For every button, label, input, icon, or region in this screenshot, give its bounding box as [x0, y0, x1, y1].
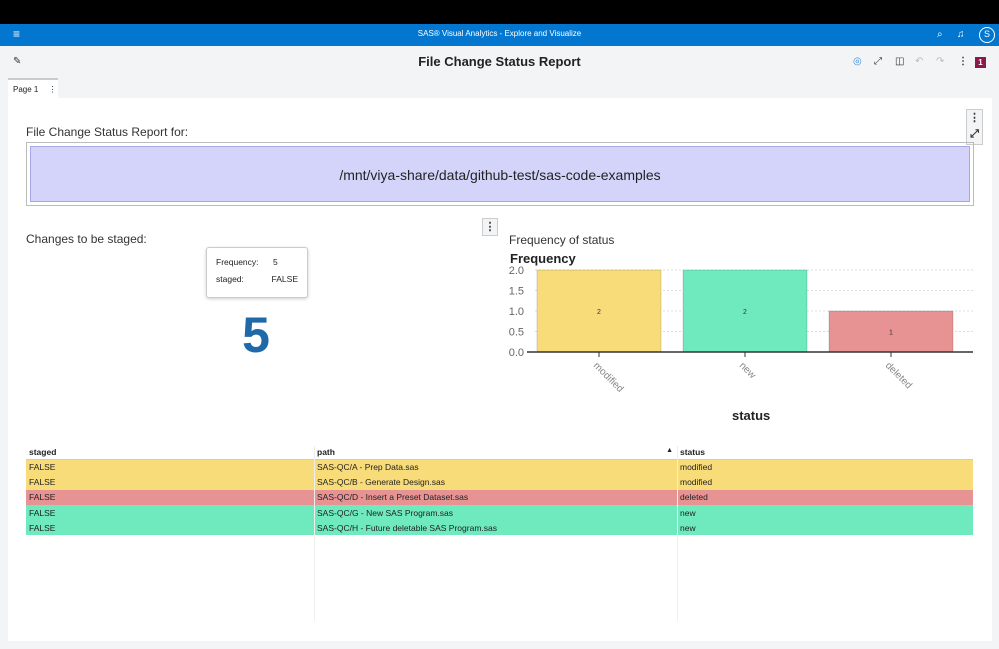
- notification-badge[interactable]: 1: [975, 57, 986, 68]
- chart-title: Frequency of status: [509, 233, 615, 247]
- tooltip-value: 5: [273, 257, 278, 267]
- data-label: 2: [743, 309, 747, 316]
- column-header-status[interactable]: status: [677, 446, 973, 460]
- cell-staged: FALSE: [29, 522, 56, 533]
- tab-menu-icon[interactable]: ⋮: [48, 85, 57, 94]
- path-text: /mnt/viya-share/data/github-test/sas-cod…: [30, 146, 970, 202]
- y-axis-label: Frequency: [510, 251, 576, 266]
- report-title: File Change Status Report: [418, 54, 581, 69]
- table-row[interactable]: FALSE SAS-QC/G - New SAS Program.sas new: [26, 504, 973, 521]
- more-options-icon[interactable]: ⋮: [958, 56, 968, 67]
- bell-icon[interactable]: ♫: [957, 29, 965, 40]
- y-tick-label: 1.0: [509, 306, 524, 318]
- redo-icon[interactable]: ↷: [936, 56, 945, 67]
- kebab-icon[interactable]: ⋮: [969, 112, 980, 124]
- tooltip-value: FALSE: [271, 274, 298, 284]
- data-label: 2: [597, 309, 601, 316]
- path-text-object: /mnt/viya-share/data/github-test/sas-cod…: [26, 142, 974, 206]
- table-row[interactable]: FALSE SAS-QC/B - Generate Design.sas modif…: [26, 474, 973, 490]
- info-icon[interactable]: ◎: [853, 56, 862, 67]
- cell-status: deleted: [680, 492, 708, 503]
- maximize-icon[interactable]: ⤢: [874, 56, 882, 67]
- undo-icon[interactable]: ↶: [915, 56, 924, 67]
- y-tick-label: 0.5: [509, 327, 524, 339]
- cell-staged: FALSE: [29, 492, 56, 503]
- table-row[interactable]: FALSE SAS-QC/H - Future deletable SAS Pro…: [26, 520, 973, 536]
- x-tick-label: modified: [591, 360, 626, 395]
- y-tick-label: 1.5: [509, 286, 524, 298]
- tooltip-key: Frequency:: [216, 257, 259, 267]
- app-title: SAS® Visual Analytics - Explore and Visu…: [417, 29, 582, 38]
- tab-label: Page 1: [13, 85, 39, 94]
- object-menu[interactable]: ⋮ ⤢: [966, 109, 983, 145]
- bar-modified[interactable]: [536, 269, 662, 353]
- column-header-label: path: [317, 447, 335, 458]
- toolbar: ✎ File Change Status Report ◎ ⤢ ◫ ↶ ↷ ⋮ …: [0, 46, 999, 78]
- cell-status: new: [680, 522, 696, 533]
- data-table: staged path ▲ status FALSE SAS-QC/A - Prep…: [26, 446, 973, 536]
- maximize-icon[interactable]: ⤢: [970, 128, 979, 140]
- x-tick-label: new: [737, 360, 758, 381]
- cell-status: new: [680, 507, 696, 518]
- header-label: File Change Status Report for:: [26, 125, 189, 139]
- data-label: 1: [889, 330, 893, 337]
- chart-menu-icon[interactable]: ⋮: [482, 218, 498, 236]
- cell-staged: FALSE: [29, 461, 56, 472]
- column-header-path[interactable]: path ▲: [314, 446, 677, 460]
- hamburger-icon[interactable]: ≡: [13, 27, 21, 41]
- table-row[interactable]: FALSE SAS-QC/D - Insert a Preset Dataset.…: [26, 489, 973, 505]
- y-tick-label: 0.0: [509, 347, 524, 359]
- panel-toggle-icon[interactable]: ◫: [895, 56, 905, 67]
- app-bar: ≡ SAS® Visual Analytics - Explore and Vi…: [0, 24, 999, 46]
- search-icon[interactable]: ⌕: [937, 29, 943, 40]
- cell-status: modified: [680, 476, 713, 487]
- tooltip-key: staged:: [216, 274, 244, 284]
- top-black-bar: [0, 0, 999, 24]
- cell-path: SAS-QC/H - Future deletable SAS Program.…: [317, 522, 497, 533]
- sort-ascending-icon[interactable]: ▲: [666, 447, 673, 455]
- kpi-title: Changes to be staged:: [26, 232, 147, 246]
- edit-pencil-icon[interactable]: ✎: [13, 56, 22, 67]
- cell-path: SAS-QC/A - Prep Data.sas: [317, 461, 419, 472]
- avatar[interactable]: S: [979, 27, 995, 43]
- bar-new[interactable]: [682, 269, 808, 353]
- x-tick-label: deleted: [883, 360, 914, 391]
- cell-path: SAS-QC/G - New SAS Program.sas: [317, 507, 454, 518]
- column-divider: [314, 446, 315, 621]
- y-tick-label: 2.0: [509, 265, 524, 277]
- cell-staged: FALSE: [29, 476, 56, 487]
- cell-path: SAS-QC/B - Generate Design.sas: [317, 476, 446, 487]
- cell-staged: FALSE: [29, 507, 56, 518]
- tooltip: Frequency: 5 staged: FALSE: [206, 247, 308, 298]
- kpi-value[interactable]: 5: [242, 307, 270, 363]
- tab-page-1[interactable]: Page 1 ⋮: [8, 78, 58, 98]
- cell-status: modified: [680, 461, 713, 472]
- cell-path: SAS-QC/D - Insert a Preset Dataset.sas: [317, 492, 469, 503]
- column-header-staged[interactable]: staged: [26, 446, 314, 460]
- column-divider: [677, 446, 678, 621]
- bar-deleted[interactable]: [828, 310, 954, 353]
- table-row[interactable]: FALSE SAS-QC/A - Prep Data.sas modified: [26, 459, 973, 475]
- x-axis-label: status: [732, 408, 771, 423]
